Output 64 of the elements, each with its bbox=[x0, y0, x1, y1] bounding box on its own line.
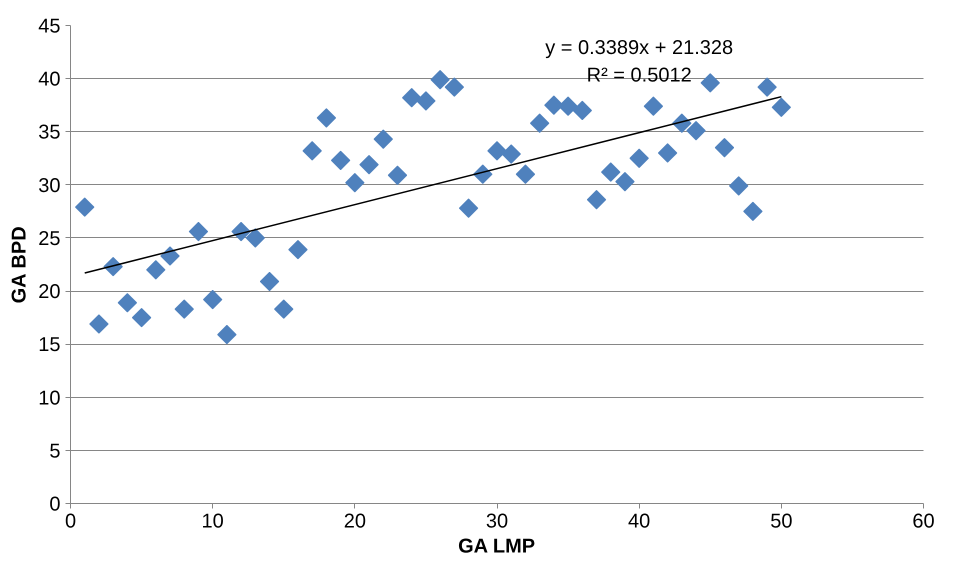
x-tick-label: 60 bbox=[912, 510, 935, 532]
point bbox=[302, 141, 322, 161]
y-tick-label: 15 bbox=[38, 334, 61, 356]
point bbox=[458, 198, 478, 218]
y-tick-label: 0 bbox=[49, 494, 60, 516]
point bbox=[601, 162, 620, 182]
point bbox=[416, 91, 436, 111]
point bbox=[217, 324, 237, 344]
point bbox=[288, 240, 308, 260]
point bbox=[246, 228, 266, 248]
x-tick-label: 30 bbox=[486, 510, 508, 532]
point bbox=[89, 314, 109, 334]
point bbox=[146, 260, 166, 280]
point bbox=[700, 73, 720, 93]
point bbox=[274, 299, 294, 319]
point bbox=[188, 222, 208, 242]
point bbox=[516, 164, 536, 184]
point bbox=[388, 166, 408, 185]
point bbox=[629, 148, 649, 168]
point bbox=[118, 293, 138, 312]
point bbox=[487, 141, 507, 161]
point bbox=[430, 70, 450, 90]
point bbox=[502, 144, 521, 164]
x-tick-label: 50 bbox=[770, 510, 792, 532]
point bbox=[658, 143, 678, 163]
y-tick-label: 30 bbox=[38, 174, 61, 197]
point bbox=[757, 77, 777, 97]
y-axis-title: GA BPD bbox=[8, 226, 30, 304]
y-tick-label: 10 bbox=[38, 387, 61, 410]
point bbox=[572, 100, 592, 120]
y-tick-label: 25 bbox=[38, 228, 61, 250]
x-tick-label: 40 bbox=[628, 510, 650, 532]
point bbox=[615, 172, 635, 192]
y-tick-label: 5 bbox=[49, 440, 60, 462]
point bbox=[316, 108, 336, 128]
x-tick-label: 10 bbox=[202, 510, 224, 532]
point bbox=[260, 272, 280, 292]
point bbox=[586, 190, 606, 210]
point bbox=[359, 154, 379, 174]
annotation: y = 0.3389x + 21.328 bbox=[545, 36, 734, 59]
y-tick-label: 40 bbox=[38, 68, 61, 91]
point bbox=[345, 173, 365, 192]
x-axis-title: GA LMP bbox=[458, 536, 536, 558]
point bbox=[202, 290, 222, 310]
point bbox=[330, 150, 350, 170]
y-tick-label: 45 bbox=[38, 16, 61, 38]
annotation: R² = 0.5012 bbox=[586, 64, 692, 86]
point bbox=[75, 197, 94, 217]
point bbox=[530, 114, 550, 133]
y-tick-label: 20 bbox=[38, 281, 61, 304]
point bbox=[728, 176, 748, 196]
x-tick-label: 20 bbox=[344, 510, 366, 532]
point bbox=[743, 202, 763, 222]
y-tick-label: 35 bbox=[38, 122, 61, 144]
point bbox=[644, 96, 664, 116]
point bbox=[444, 77, 464, 97]
point bbox=[686, 120, 706, 140]
point bbox=[174, 299, 194, 319]
point bbox=[714, 138, 734, 158]
point bbox=[132, 308, 152, 328]
x-tick-label: 0 bbox=[64, 510, 76, 532]
point bbox=[374, 129, 393, 149]
point bbox=[402, 88, 422, 108]
point bbox=[772, 98, 792, 117]
